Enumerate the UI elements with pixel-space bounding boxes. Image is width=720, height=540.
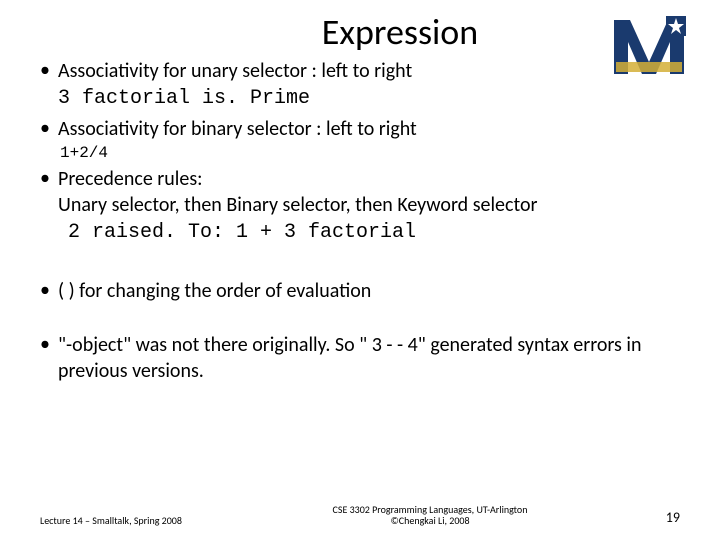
bullet-unary-assoc: Associativity for unary selector : left …: [58, 58, 680, 112]
code-binary: 1+2/4: [60, 144, 680, 162]
bullet-binary-assoc: Associativity for binary selector : left…: [58, 116, 680, 162]
bullet-text: "-object" was not there originally. So "…: [58, 332, 680, 384]
footer-center: CSE 3302 Programming Languages, UT-Arlin…: [240, 504, 620, 526]
slide-container: Expression Associativity for unary selec…: [0, 0, 720, 540]
page-number: 19: [620, 509, 680, 526]
bullet-text-line2: Unary selector, then Binary selector, th…: [58, 192, 680, 218]
bullet-text: ( ) for changing the order of evaluation: [58, 278, 680, 304]
bullet-parens: ( ) for changing the order of evaluation: [58, 278, 680, 304]
bullet-list: Associativity for unary selector : left …: [40, 58, 680, 384]
bullet-precedence: Precedence rules: Unary selector, then B…: [58, 166, 680, 246]
footer-center-line2: ©Chengkai Li, 2008: [240, 515, 620, 526]
bullet-text: Associativity for unary selector : left …: [58, 58, 680, 84]
bullet-text: Associativity for binary selector : left…: [58, 116, 680, 142]
code-precedence: 2 raised. To: 1 + 3 factorial: [68, 220, 680, 246]
slide-title: Expression: [120, 10, 680, 54]
footer-left: Lecture 14 – Smalltalk, Spring 2008: [40, 515, 240, 526]
code-unary: 3 factorial is. Prime: [58, 86, 680, 112]
bullet-negative-obj: "-object" was not there originally. So "…: [58, 332, 680, 384]
bullet-text-line1: Precedence rules:: [58, 166, 680, 192]
spacer: [58, 254, 680, 278]
spacer: [58, 308, 680, 332]
slide-footer: Lecture 14 – Smalltalk, Spring 2008 CSE …: [0, 504, 720, 526]
